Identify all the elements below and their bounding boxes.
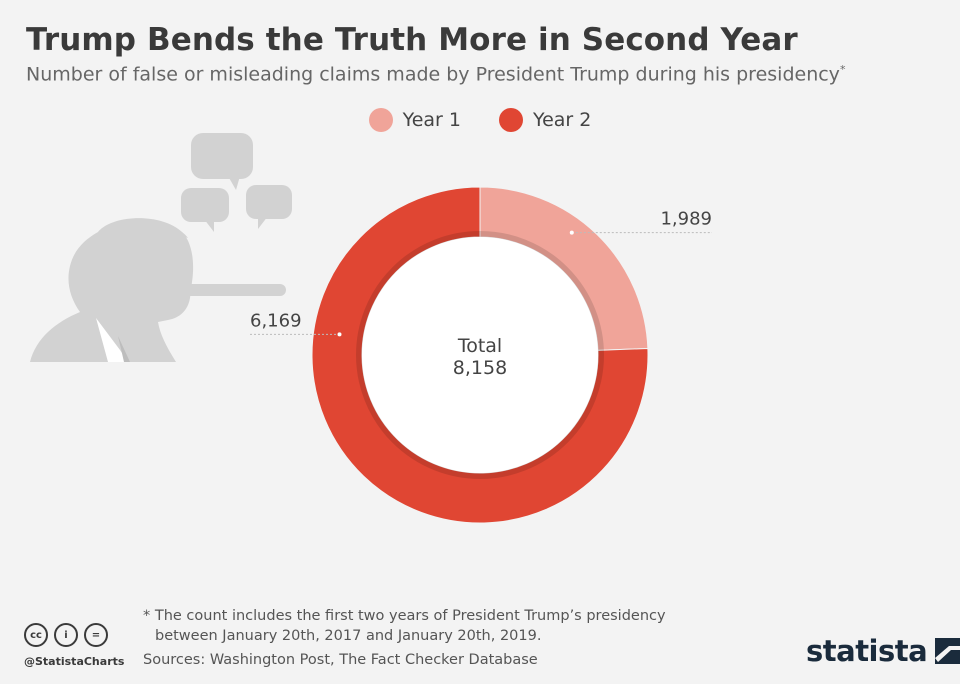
social-handle: @StatistaCharts	[24, 655, 125, 668]
statista-logo: statista	[806, 634, 960, 668]
chart-center-label: Total	[457, 335, 502, 357]
subtitle-text: Number of false or misleading claims mad…	[26, 63, 840, 86]
long-nose-silhouette-icon	[30, 133, 292, 362]
brand-name: statista	[806, 634, 928, 668]
cc-icon: cc	[24, 623, 48, 647]
sources: Sources: Washington Post, The Fact Check…	[143, 652, 538, 668]
page-subtitle: Number of false or misleading claims mad…	[26, 63, 845, 85]
legend-label-year-2: Year 2	[533, 109, 592, 131]
legend-label-year-1: Year 1	[402, 109, 461, 131]
chart-legend: Year 1 Year 2	[0, 108, 960, 132]
footnote-line-2: between January 20th, 2017 and January 2…	[155, 628, 542, 644]
page-title: Trump Bends the Truth More in Second Yea…	[26, 22, 798, 58]
license-icons: cc i =	[24, 623, 108, 647]
data-label-1: 1,989	[660, 209, 712, 230]
donut-hole	[362, 237, 598, 473]
statista-mark-icon	[935, 638, 960, 664]
donut-inner-shadow	[356, 231, 604, 479]
callout-dot-2	[337, 332, 342, 337]
legend-swatch-year-2	[499, 108, 523, 132]
footnote-line-1: * The count includes the first two years…	[143, 608, 666, 624]
chart-center-value: 8,158	[453, 357, 507, 379]
legend-swatch-year-1	[368, 108, 393, 132]
nd-icon: =	[84, 623, 108, 647]
legend-item-year-2: Year 2	[499, 108, 591, 132]
data-label-2: 6,169	[250, 310, 302, 331]
callout-dot-1	[569, 230, 574, 235]
footnote: * The count includes the first two years…	[143, 606, 666, 646]
by-icon: i	[54, 623, 78, 647]
subtitle-footnote-marker: *	[839, 63, 846, 76]
legend-item-year-1: Year 1	[368, 108, 461, 132]
